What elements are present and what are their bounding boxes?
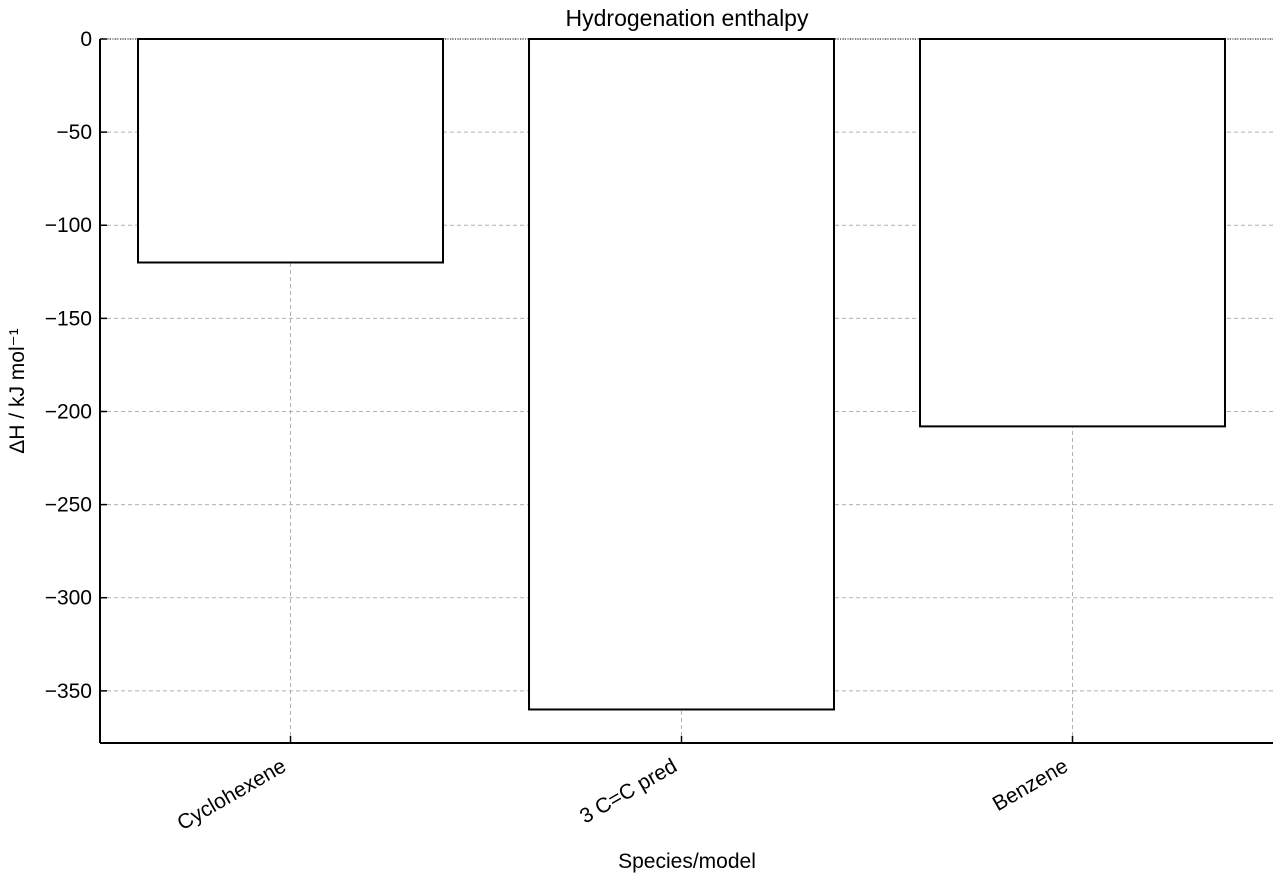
y-tick-label: −350 bbox=[45, 680, 92, 703]
x-tick-label: Cyclohexene bbox=[173, 754, 290, 835]
y-ticks: 0 −50 −100 −150 −200 −250 −300 −350 bbox=[45, 28, 107, 703]
axes bbox=[99, 39, 1273, 744]
x-tick-label: Benzene bbox=[989, 754, 1072, 815]
chart-title: Hydrogenation enthalpy bbox=[566, 5, 809, 31]
y-tick-label: −100 bbox=[45, 214, 92, 237]
y-tick-label: −300 bbox=[45, 587, 92, 610]
x-axis-label: Species/model bbox=[618, 850, 756, 873]
bar-benzene bbox=[919, 38, 1226, 428]
y-tick-label: −250 bbox=[45, 494, 92, 517]
bar-cyclohexene bbox=[137, 38, 444, 264]
y-axis-label: ΔH / kJ mol⁻¹ bbox=[6, 328, 29, 453]
x-tick-label: 3 C=C pred bbox=[576, 754, 681, 828]
y-tick-label: −50 bbox=[56, 121, 92, 144]
y-tick-label: −200 bbox=[45, 400, 92, 423]
bars bbox=[100, 38, 1273, 711]
y-tick-label: −150 bbox=[45, 307, 92, 330]
bar-3-c-c-pred bbox=[528, 38, 835, 711]
y-tick-label: 0 bbox=[80, 28, 92, 51]
x-ticks: Cyclohexene 3 C=C pred Benzene bbox=[173, 736, 1074, 835]
